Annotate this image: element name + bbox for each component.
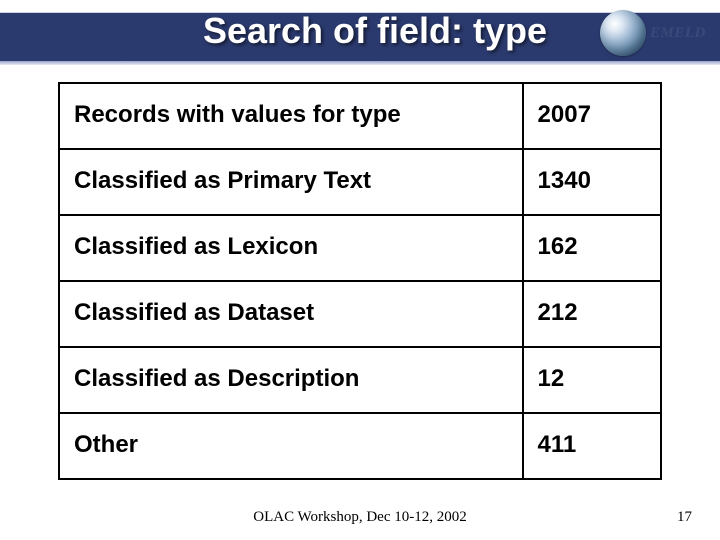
page-number: 17 [677, 509, 692, 526]
table-row: Records with values for type 2007 [59, 83, 661, 149]
table-cell-label: Other [59, 413, 523, 479]
table-row: Classified as Primary Text 1340 [59, 149, 661, 215]
footer-text: OLAC Workshop, Dec 10-12, 2002 [0, 509, 720, 526]
data-table: Records with values for type 2007 Classi… [58, 82, 662, 480]
table-row: Classified as Description 12 [59, 347, 661, 413]
brand-logo: EMELD [600, 4, 710, 62]
table-cell-value: 411 [523, 413, 661, 479]
table-cell-value: 162 [523, 215, 661, 281]
table-cell-value: 12 [523, 347, 661, 413]
globe-icon [600, 10, 646, 56]
table-cell-value: 2007 [523, 83, 661, 149]
table-cell-value: 212 [523, 281, 661, 347]
table-cell-label: Classified as Description [59, 347, 523, 413]
brand-logo-text: EMELD [650, 25, 706, 42]
table-cell-label: Records with values for type [59, 83, 523, 149]
table-cell-label: Classified as Primary Text [59, 149, 523, 215]
table-cell-label: Classified as Dataset [59, 281, 523, 347]
table-row: Other 411 [59, 413, 661, 479]
data-table-container: Records with values for type 2007 Classi… [58, 82, 662, 480]
table-cell-value: 1340 [523, 149, 661, 215]
table-row: Classified as Dataset 212 [59, 281, 661, 347]
table-row: Classified as Lexicon 162 [59, 215, 661, 281]
table-cell-label: Classified as Lexicon [59, 215, 523, 281]
